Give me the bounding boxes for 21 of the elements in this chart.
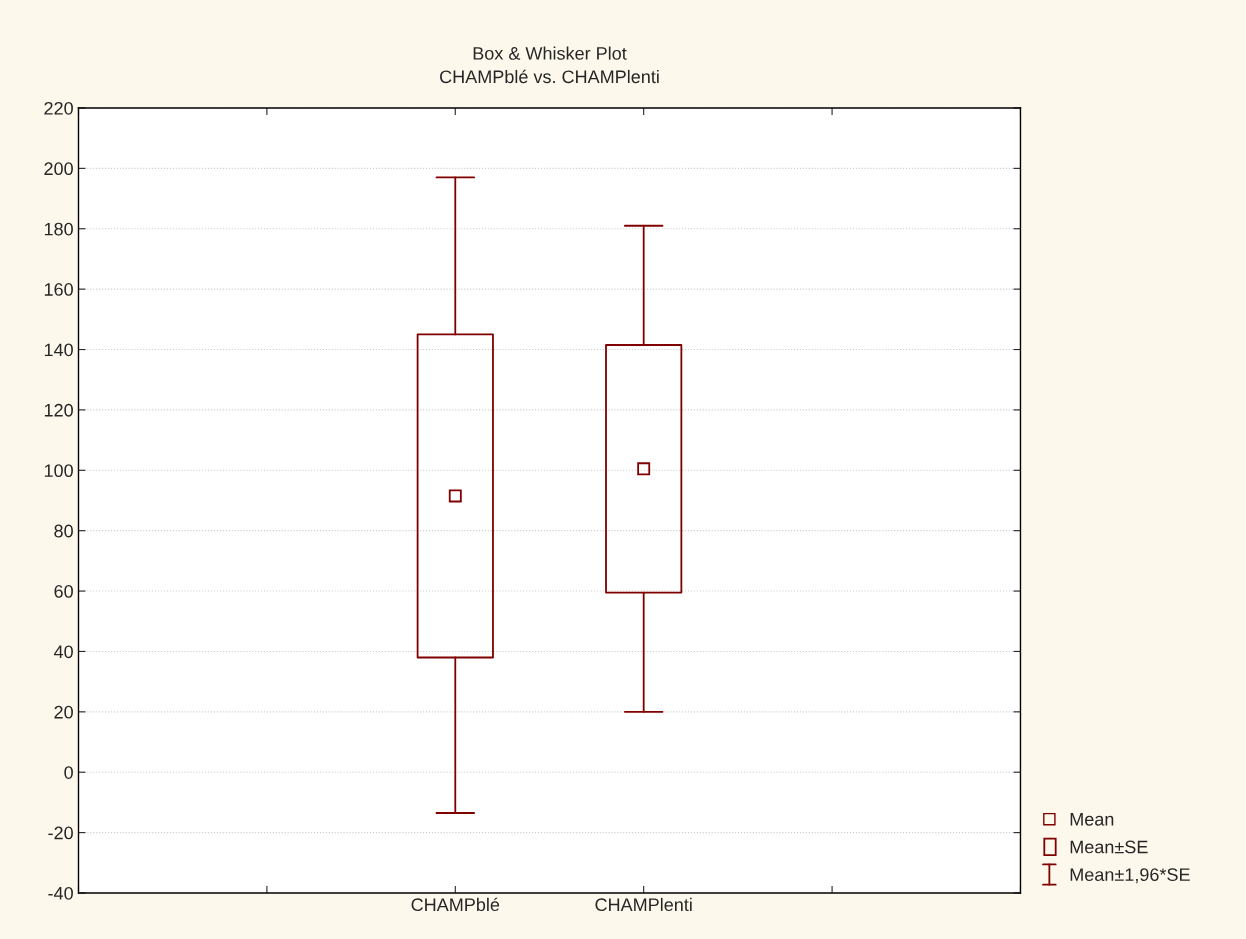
y-tick-label: -40 [48, 886, 73, 900]
y-tick-label: 60 [54, 585, 73, 598]
y-tick-label: 140 [44, 343, 73, 357]
x-tick-label: CHAMPlenti [595, 897, 692, 912]
y-tick-label: 100 [44, 464, 73, 478]
y-tick-label: 180 [44, 222, 73, 236]
x-tick-label: CHAMPblé [411, 897, 500, 912]
y-tick-label: 220 [44, 101, 73, 115]
chart-title: Box & Whisker Plot [473, 46, 627, 60]
chart-subtitle: CHAMPblé vs. CHAMPlenti [440, 69, 659, 84]
y-tick-label: 20 [54, 705, 73, 719]
y-tick-label: 40 [53, 645, 73, 659]
y-tick-label: 160 [44, 283, 73, 296]
y-tick-label: 120 [44, 403, 73, 417]
text: Mean [1070, 813, 1114, 826]
y-tick-label: 200 [44, 162, 73, 176]
y-tick-label: 0 [64, 766, 73, 779]
text: Mean±1,96*SE [1070, 868, 1190, 884]
y-tick-label: -20 [48, 826, 73, 840]
y-tick-label: 80 [54, 524, 73, 538]
text: Mean±SE [1070, 840, 1148, 854]
